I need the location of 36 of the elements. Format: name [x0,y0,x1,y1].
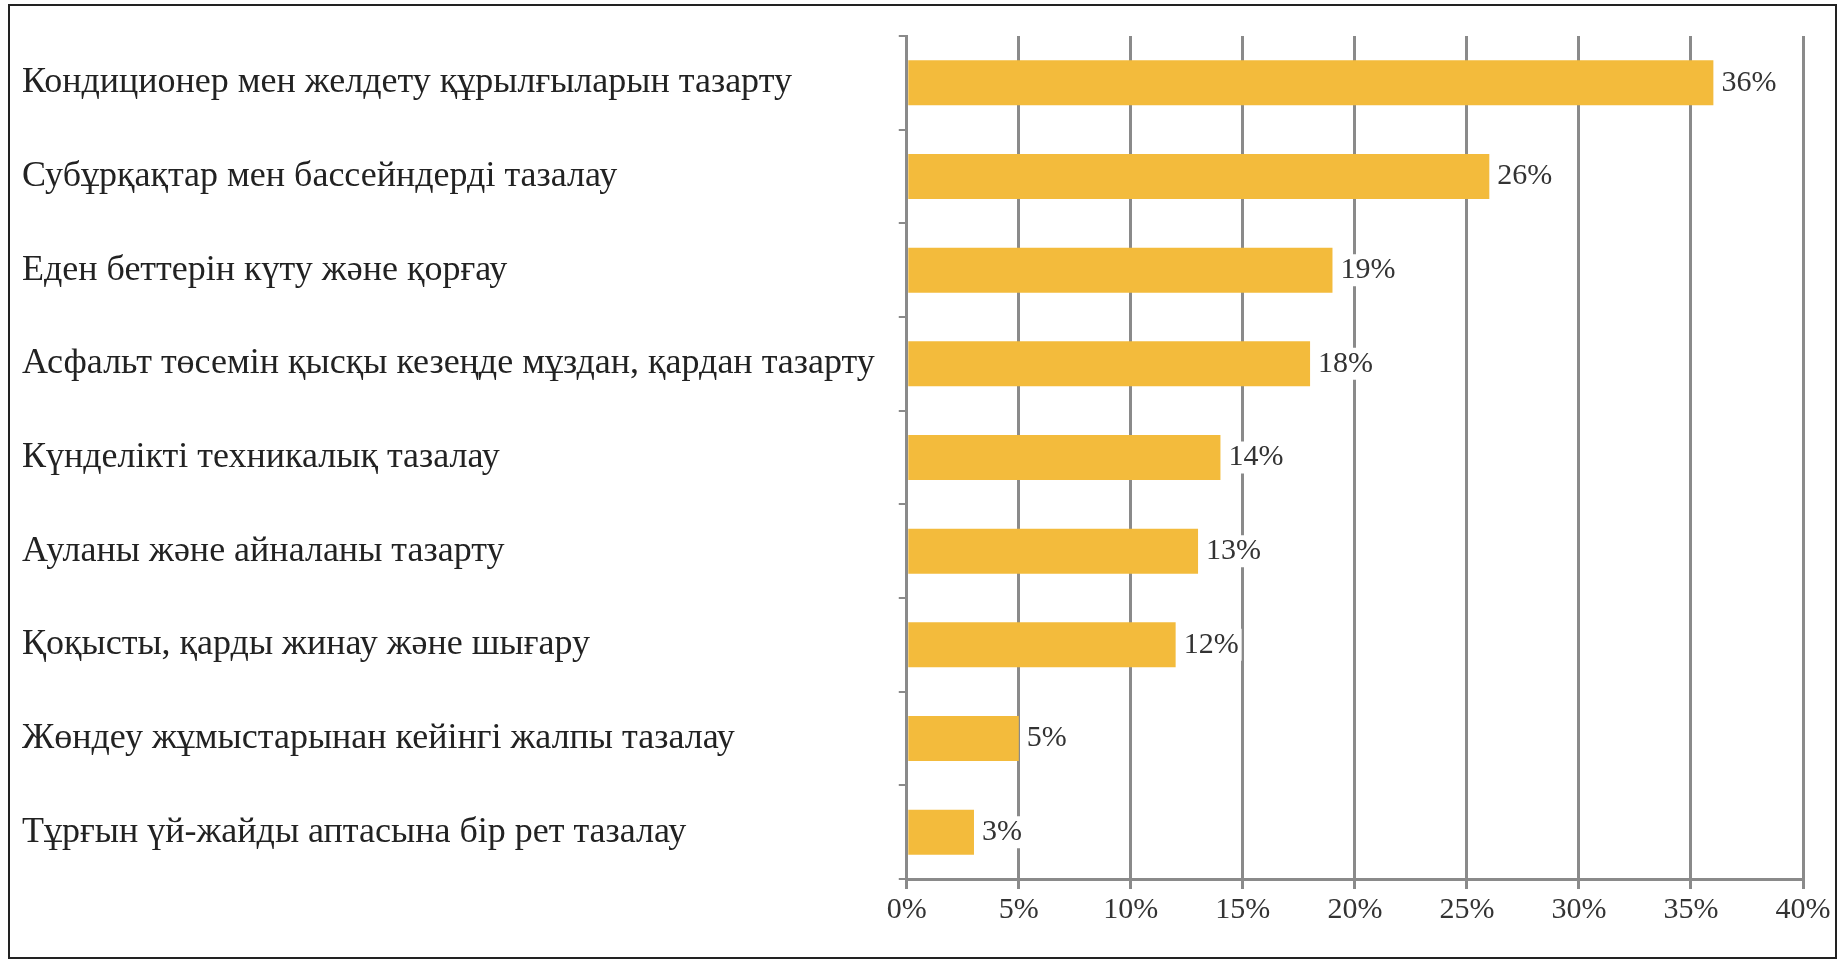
bar [908,60,1714,106]
y-tick-label: Асфальт төсемін қысқы кезеңде мұздан, қардан тазарту [22,341,875,382]
data-label: 26% [1497,157,1553,191]
bar [908,341,1311,387]
data-label: 18% [1318,344,1374,378]
y-tick-label: Кондиционер мен желдету құрылғыларын тазарту [22,60,792,101]
data-label: 5% [1026,719,1067,753]
y-tick-label: Субұрқақтар мен бассейндерді тазалау [22,153,618,194]
x-tick-label: 15% [1215,890,1271,924]
y-tick-label: Жөндеу жұмыстарынан кейінгі жалпы тазалау [22,715,735,756]
data-label: 19% [1340,251,1396,285]
data-label: 12% [1183,625,1239,659]
bar [908,809,974,855]
bar [908,716,1019,761]
x-tick-label: 40% [1775,890,1831,924]
x-tick-label: 5% [998,890,1039,924]
x-tick-label: 30% [1551,890,1607,924]
bar [908,435,1221,480]
x-tick-label: 10% [1103,890,1159,924]
data-label: 36% [1721,63,1777,97]
y-tick-label: Еден беттерін күту және қорғау [22,247,508,288]
data-label: 14% [1228,438,1284,472]
y-tick-label: Қоқысты, қарды жинау және шығару [22,622,590,663]
y-tick-label: Ауланы және айналаны тазарту [22,528,505,569]
bar [908,247,1333,293]
y-tick-label: Тұрғын үй-жайды аптасына бір рет тазалау [22,809,687,850]
x-tick-label: 35% [1663,890,1719,924]
y-tick-label: Күнделікті техникалық тазалау [22,434,500,475]
data-label: 3% [981,813,1022,847]
data-label: 13% [1206,532,1262,566]
bar [908,528,1199,574]
bar [908,154,1490,199]
x-tick-label: 20% [1327,890,1383,924]
bar [908,622,1176,668]
x-tick-label: 0% [886,890,927,924]
x-tick-label: 25% [1439,890,1495,924]
